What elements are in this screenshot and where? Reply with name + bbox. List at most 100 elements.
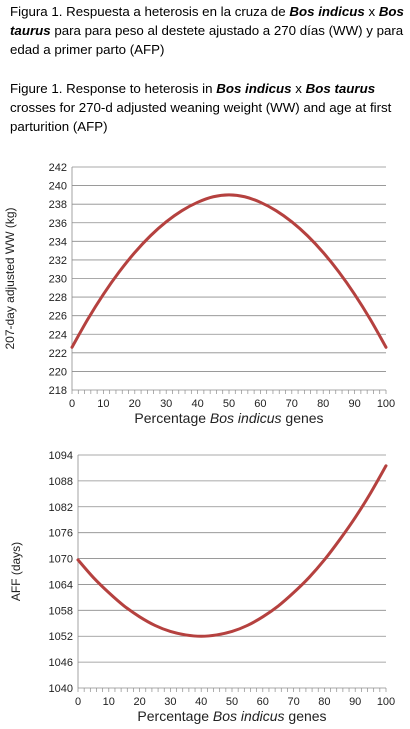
caption-es-bos-indicus: Bos indicus	[289, 4, 365, 19]
caption-es-bos-taurus: Bos taurus	[10, 4, 404, 38]
data-point	[92, 576, 95, 579]
data-point	[138, 615, 141, 619]
data-point	[102, 293, 105, 296]
data-point	[290, 220, 293, 224]
data-point	[215, 633, 218, 637]
x-axis-label-species: Bos indicus	[213, 708, 285, 724]
y-tick-label: 238	[49, 199, 67, 211]
data-point	[338, 538, 341, 541]
data-point	[292, 591, 295, 594]
data-point	[274, 209, 278, 212]
data-point	[322, 251, 325, 254]
data-point	[149, 234, 152, 237]
data-point	[337, 270, 341, 274]
caption-es-suffix: para para peso al destete ajustado a 270…	[10, 23, 404, 57]
x-axis-label-part: genes	[282, 410, 324, 426]
y-tick-label: 222	[49, 348, 67, 360]
data-point	[70, 346, 74, 349]
x-tick-label: 30	[160, 398, 172, 410]
x-tick-label: 80	[318, 696, 330, 708]
y-tick-label: 232	[49, 255, 67, 267]
data-point	[323, 558, 326, 562]
x-axis-label: Percentage Bos indicus genes	[137, 708, 326, 724]
y-axis-label: AFF (days)	[9, 542, 23, 601]
data-point	[243, 195, 246, 198]
x-tick-label: 20	[129, 398, 141, 410]
x-tick-label: 60	[254, 398, 266, 410]
caption-en-x: x	[291, 81, 306, 96]
x-tick-label: 40	[195, 696, 207, 708]
y-tick-label: 1070	[49, 554, 73, 566]
x-axis-label: Percentage Bos indicus genes	[134, 410, 323, 426]
caption-es-x: x	[364, 4, 379, 19]
y-tick-label: 1064	[49, 579, 73, 591]
data-point	[123, 604, 126, 608]
data-point	[133, 251, 136, 254]
y-tick-label: 228	[49, 292, 67, 304]
data-point	[180, 209, 184, 212]
y-tick-label: 234	[49, 236, 67, 248]
caption-es-prefix: Figura 1. Respuesta a heterosis en la cr…	[10, 4, 290, 19]
x-tick-label: 0	[75, 696, 81, 708]
chart-2: 1040104610521058106410701076108210881094…	[9, 450, 395, 724]
x-tick-label: 80	[317, 398, 329, 410]
x-tick-label: 90	[348, 398, 360, 410]
caption-english: Figure 1. Response to heterosis in Bos i…	[10, 79, 404, 136]
y-tick-label: 1058	[49, 605, 73, 617]
x-tick-label: 70	[287, 696, 299, 708]
y-tick-label: 242	[49, 162, 67, 174]
caption-en-prefix: Figure 1. Response to heterosis in	[10, 81, 217, 96]
y-tick-label: 1046	[49, 657, 73, 669]
x-axis-label-part: Percentage	[137, 708, 213, 724]
x-tick-label: 90	[349, 696, 361, 708]
y-tick-label: 218	[49, 385, 67, 397]
x-tick-label: 70	[286, 398, 298, 410]
x-tick-label: 10	[97, 398, 109, 410]
x-axis-label-part: Percentage	[134, 410, 210, 426]
data-point	[196, 201, 199, 204]
x-axis-label-species: Bos indicus	[210, 410, 282, 426]
data-point	[165, 220, 168, 224]
x-tick-label: 10	[103, 696, 115, 708]
data-point	[153, 624, 157, 627]
data-point	[306, 234, 309, 237]
data-point	[384, 346, 388, 349]
y-tick-label: 1094	[49, 450, 73, 462]
y-tick-label: 1076	[49, 528, 73, 540]
chart-1: 218 220 222 224 226 228 230 232 234 236 238 240 242 0…	[3, 162, 395, 426]
x-tick-label: 50	[226, 696, 238, 708]
data-point	[230, 630, 234, 633]
y-tick-label: 230	[49, 274, 67, 286]
y-tick-label: 1040	[49, 683, 73, 695]
x-tick-label: 40	[191, 398, 203, 410]
data-point	[369, 318, 372, 321]
data-point	[307, 576, 311, 579]
y-tick-label: 240	[49, 181, 67, 193]
caption-en-bos-indicus: Bos indicus	[216, 81, 292, 96]
data-point	[384, 464, 388, 467]
x-axis-label-part: genes	[285, 708, 327, 724]
data-point	[259, 201, 262, 204]
data-point	[353, 293, 356, 296]
y-tick-label: 1088	[49, 476, 73, 488]
data-point	[76, 558, 80, 562]
data-point	[117, 270, 121, 274]
data-point	[200, 635, 203, 638]
y-tick-label: 236	[49, 218, 67, 230]
x-tick-label: 0	[69, 398, 75, 410]
data-point	[184, 633, 187, 637]
y-tick-label: 1052	[49, 631, 73, 643]
x-tick-label: 20	[133, 696, 145, 708]
y-tick-label: 224	[49, 329, 67, 341]
data-point	[169, 630, 172, 633]
data-point	[277, 604, 280, 608]
x-tick-label: 100	[377, 696, 395, 708]
data-point	[246, 624, 249, 627]
x-tick-label: 30	[164, 696, 176, 708]
caption-spanish: Figura 1. Respuesta a heterosis en la cr…	[10, 2, 404, 59]
data-point	[227, 193, 231, 197]
data-point	[354, 516, 357, 519]
x-tick-label: 60	[257, 696, 269, 708]
caption-en-bos-taurus: Bos taurus	[305, 81, 376, 96]
data-point	[212, 195, 215, 198]
